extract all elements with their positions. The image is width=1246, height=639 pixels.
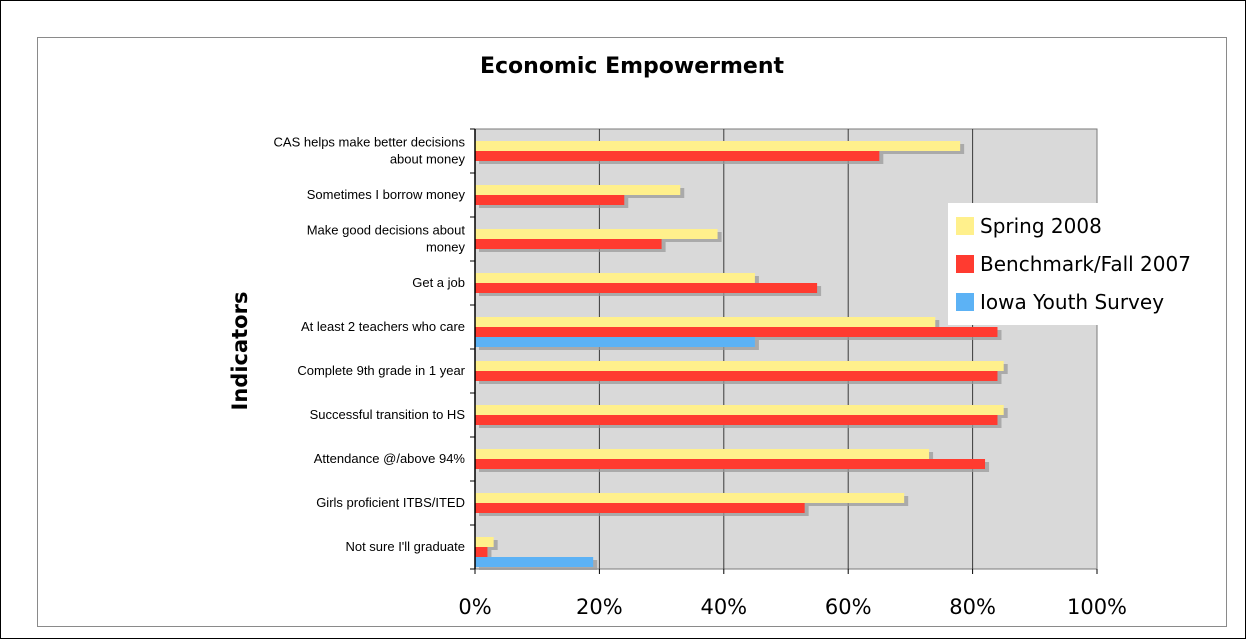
category-label: Sometimes I borrow money [307,187,466,202]
category-label: Successful transition to HS [310,407,466,422]
bar [475,547,488,557]
bar [475,537,494,547]
bar [475,239,662,249]
legend-label: Iowa Youth Survey [980,290,1164,314]
bar [475,415,998,425]
category-label: CAS helps make better decisions [274,135,466,150]
bar [475,317,936,327]
bar [475,141,961,151]
category-label: Complete 9th grade in 1 year [297,363,465,378]
bar [475,273,755,283]
category-label: Girls proficient ITBS/ITED [316,495,465,510]
category-label: At least 2 teachers who care [301,319,465,334]
bar [475,151,880,161]
x-tick-label: 60% [825,595,872,619]
legend: Spring 2008 Benchmark/Fall 2007 Iowa Youth… [948,203,1222,325]
x-tick-label: 40% [700,595,747,619]
plot-area: CAS helps make better decisions about mon… [274,128,1127,619]
category-label: about money [390,152,466,167]
chart-title: Economic Empowerment [480,54,785,79]
bar [475,361,1004,371]
bar [475,449,930,459]
legend-swatch [956,217,974,235]
bar [475,195,625,205]
legend-label: Benchmark/Fall 2007 [980,252,1191,276]
bar [475,229,718,239]
category-label: Attendance @/above 94% [314,451,466,466]
bar [475,557,594,567]
bar [475,503,805,513]
legend-swatch [956,255,974,273]
x-tick-label: 0% [458,595,491,619]
bar [475,493,905,503]
bar [475,185,681,195]
legend-label: Spring 2008 [980,214,1102,238]
bar [475,459,986,469]
bar [475,327,998,337]
bar [475,371,998,381]
category-label: Get a job [412,275,465,290]
legend-swatch [956,293,974,311]
bar [475,337,755,347]
category-label: Not sure I'll graduate [345,539,465,554]
x-tick-label: 20% [576,595,623,619]
legend-box [948,203,1222,325]
bar [475,283,818,293]
x-tick-label: 80% [949,595,996,619]
bar [475,405,1004,415]
x-tick-label: 100% [1067,595,1127,619]
y-axis-title: Indicators [228,292,252,411]
category-label: money [426,240,466,255]
category-label: Make good decisions about [307,223,466,238]
